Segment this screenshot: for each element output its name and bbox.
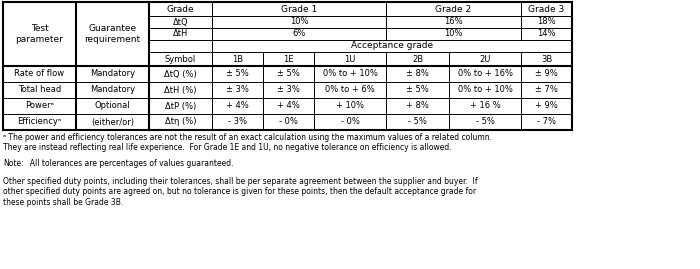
Text: 0% to + 10%: 0% to + 10% [323,69,377,79]
Text: Mandatory: Mandatory [90,69,135,79]
Text: Guarantee
requirement: Guarantee requirement [85,24,141,44]
Text: ± 5%: ± 5% [406,86,429,94]
Text: Efficiencyᵃ: Efficiencyᵃ [18,118,62,126]
Text: Note:: Note: [3,159,24,168]
Text: 0% to + 6%: 0% to + 6% [325,86,375,94]
Text: Total head: Total head [18,86,61,94]
Text: Grade 1: Grade 1 [281,5,317,13]
Text: Rate of flow: Rate of flow [15,69,64,79]
Text: - 5%: - 5% [475,118,494,126]
Text: + 8%: + 8% [406,101,429,111]
Text: ΔtP (%): ΔtP (%) [165,101,196,111]
Text: Symbol: Symbol [165,55,196,63]
Text: 16%: 16% [444,17,463,27]
Text: Powerᵃ: Powerᵃ [25,101,54,111]
Text: 2U: 2U [480,55,491,63]
Text: 1E: 1E [284,55,294,63]
Text: 10%: 10% [444,30,463,38]
Text: + 4%: + 4% [226,101,249,111]
Text: ᵃ The power and efficiency tolerances are not the result of an exact calculation: ᵃ The power and efficiency tolerances ar… [3,133,492,153]
Text: 0% to + 16%: 0% to + 16% [458,69,512,79]
Text: Mandatory: Mandatory [90,86,135,94]
Text: + 16 %: + 16 % [470,101,500,111]
Text: ± 7%: ± 7% [535,86,558,94]
Text: - 0%: - 0% [279,118,298,126]
Text: - 3%: - 3% [228,118,247,126]
Text: 0% to + 10%: 0% to + 10% [458,86,512,94]
Text: Δtη (%): Δtη (%) [164,118,196,126]
Text: Test
parameter: Test parameter [15,24,64,44]
Text: ΔtQ: ΔtQ [173,17,188,27]
Text: ± 5%: ± 5% [277,69,300,79]
Text: (either/or): (either/or) [91,118,134,126]
Text: All tolerances are percentages of values guaranteed.: All tolerances are percentages of values… [25,159,234,168]
Text: ± 9%: ± 9% [535,69,558,79]
Text: Other specified duty points, including their tolerances, shall be per separate a: Other specified duty points, including t… [3,177,477,207]
Text: ± 3%: ± 3% [277,86,300,94]
Text: ± 8%: ± 8% [406,69,429,79]
Text: + 10%: + 10% [336,101,364,111]
Text: Grade 2: Grade 2 [435,5,472,13]
Text: ΔtH: ΔtH [173,30,188,38]
Text: 1U: 1U [344,55,356,63]
Text: - 0%: - 0% [341,118,359,126]
Text: - 7%: - 7% [537,118,556,126]
Text: ΔtH (%): ΔtH (%) [164,86,197,94]
Text: + 9%: + 9% [535,101,558,111]
Text: 14%: 14% [538,30,556,38]
Text: 10%: 10% [290,17,308,27]
Text: Grade: Grade [167,5,195,13]
Text: 3B: 3B [541,55,552,63]
Text: + 4%: + 4% [277,101,300,111]
Text: Grade 3: Grade 3 [528,5,565,13]
Text: Acceptance grade: Acceptance grade [351,41,433,51]
Text: 1B: 1B [232,55,243,63]
Text: ± 5%: ± 5% [226,69,249,79]
Text: ΔtQ (%): ΔtQ (%) [164,69,197,79]
Text: ± 3%: ± 3% [226,86,249,94]
Text: 2B: 2B [412,55,423,63]
Text: Optional: Optional [94,101,130,111]
Text: 6%: 6% [293,30,306,38]
Text: - 5%: - 5% [408,118,427,126]
Text: 18%: 18% [537,17,556,27]
